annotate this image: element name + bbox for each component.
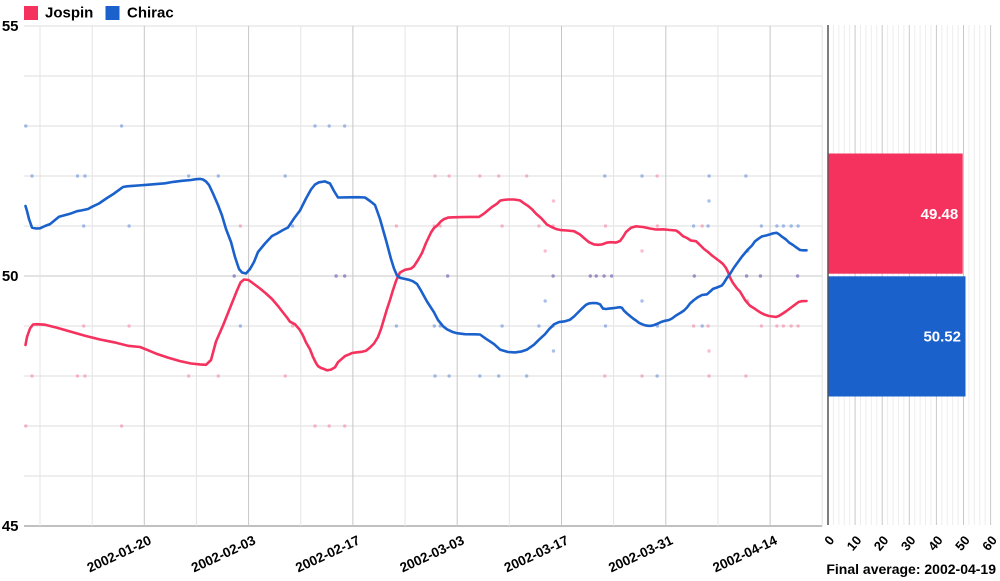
svg-text:55: 55	[2, 18, 19, 35]
svg-text:Jospin: Jospin	[45, 5, 93, 22]
svg-text:49.48: 49.48	[921, 206, 959, 223]
svg-text:50.52: 50.52	[923, 329, 961, 346]
svg-text:Final average: 2002-04-19: Final average: 2002-04-19	[826, 561, 996, 577]
svg-text:Chirac: Chirac	[127, 5, 174, 22]
svg-text:45: 45	[2, 518, 19, 535]
svg-text:50: 50	[2, 268, 19, 285]
